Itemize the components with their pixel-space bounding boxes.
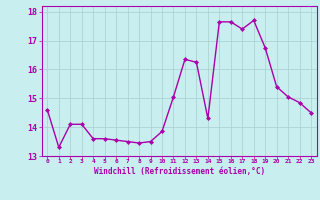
X-axis label: Windchill (Refroidissement éolien,°C): Windchill (Refroidissement éolien,°C)	[94, 167, 265, 176]
